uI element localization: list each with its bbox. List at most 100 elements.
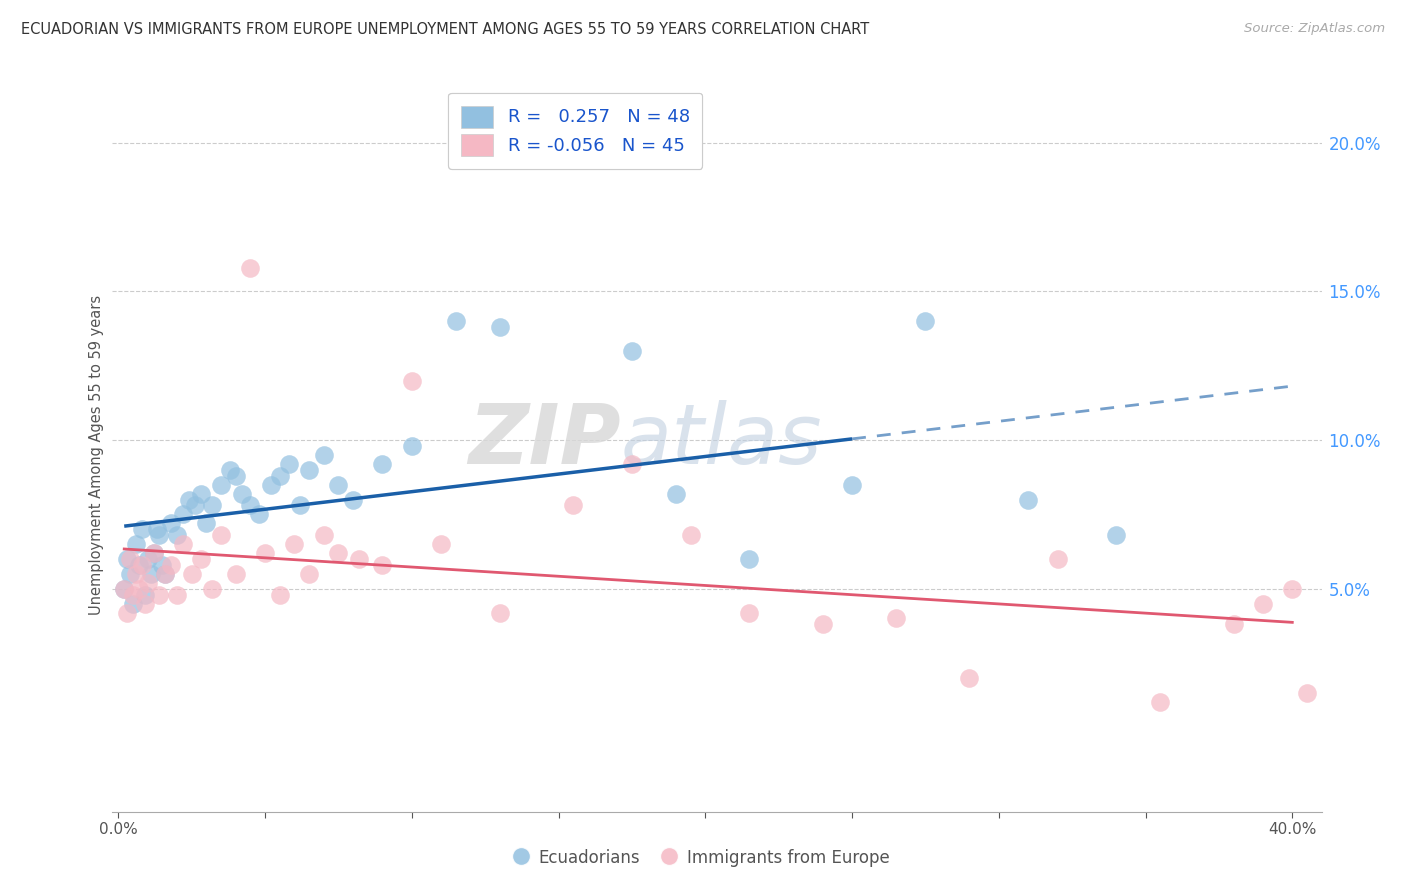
Point [401,439,423,453]
Point [277,457,299,471]
Point [131,522,153,536]
Point [139,566,162,581]
Point [679,528,702,542]
Point [401,374,423,388]
Point [489,320,512,334]
Point [231,486,253,500]
Point [195,516,218,531]
Point [160,516,183,531]
Point [312,448,335,462]
Point [183,499,205,513]
Point [1105,528,1128,542]
Point [112,582,135,596]
Point [1017,492,1039,507]
Point [1046,552,1069,566]
Point [218,463,240,477]
Point [225,566,247,581]
Point [283,537,305,551]
Point [260,477,283,491]
Point [148,588,170,602]
Point [620,343,643,358]
Point [1296,686,1319,700]
Point [128,582,150,596]
Point [120,552,142,566]
Point [738,606,761,620]
Point [150,558,173,572]
Point [136,575,159,590]
Point [166,588,188,602]
Point [115,606,138,620]
Legend: Ecuadorians, Immigrants from Europe: Ecuadorians, Immigrants from Europe [510,841,896,875]
Text: ZIP: ZIP [468,401,620,481]
Point [562,499,585,513]
Point [298,566,321,581]
Point [298,463,321,477]
Point [914,314,936,328]
Point [290,499,312,513]
Text: atlas: atlas [620,401,823,481]
Point [430,537,453,551]
Point [247,508,270,522]
Text: Source: ZipAtlas.com: Source: ZipAtlas.com [1244,22,1385,36]
Point [239,260,262,275]
Point [128,558,150,572]
Point [148,528,170,542]
Point [134,588,156,602]
Point [665,486,688,500]
Point [371,457,394,471]
Point [884,611,907,625]
Point [959,671,981,685]
Point [155,566,177,581]
Y-axis label: Unemployment Among Ages 55 to 59 years: Unemployment Among Ages 55 to 59 years [89,295,104,615]
Point [811,617,834,632]
Point [190,486,212,500]
Point [1251,597,1274,611]
Point [201,499,224,513]
Point [166,528,188,542]
Point [620,457,643,471]
Point [172,537,194,551]
Point [312,528,335,542]
Point [125,566,148,581]
Point [328,546,350,560]
Point [134,597,156,611]
Point [1149,695,1171,709]
Point [225,468,247,483]
Point [172,508,194,522]
Point [444,314,467,328]
Point [489,606,512,620]
Point [190,552,212,566]
Point [120,566,142,581]
Point [112,582,135,596]
Point [239,499,262,513]
Point [1222,617,1244,632]
Point [269,468,291,483]
Point [131,558,153,572]
Legend: R =   0.257   N = 48, R = -0.056   N = 45: R = 0.257 N = 48, R = -0.056 N = 45 [449,93,703,169]
Point [142,546,165,560]
Point [180,566,202,581]
Point [209,528,232,542]
Point [342,492,364,507]
Text: ECUADORIAN VS IMMIGRANTS FROM EUROPE UNEMPLOYMENT AMONG AGES 55 TO 59 YEARS CORR: ECUADORIAN VS IMMIGRANTS FROM EUROPE UNE… [21,22,869,37]
Point [347,552,370,566]
Point [122,597,145,611]
Point [254,546,277,560]
Point [142,546,165,560]
Point [155,566,177,581]
Point [177,492,200,507]
Point [201,582,224,596]
Point [738,552,761,566]
Point [160,558,183,572]
Point [136,552,159,566]
Point [328,477,350,491]
Point [1281,582,1303,596]
Point [115,552,138,566]
Point [371,558,394,572]
Point [125,537,148,551]
Point [269,588,291,602]
Point [841,477,863,491]
Point [122,588,145,602]
Point [145,522,167,536]
Point [209,477,232,491]
